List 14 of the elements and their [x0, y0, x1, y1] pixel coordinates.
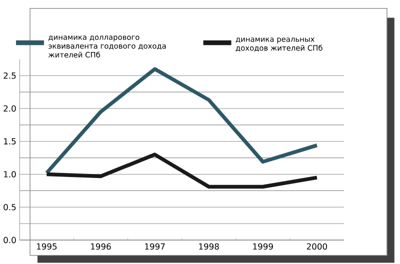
y-tick-label: 0.0: [4, 237, 16, 244]
y-tick-label: 1.5: [4, 138, 16, 145]
x-tick-label: 1996: [91, 243, 111, 250]
x-tick-label: 1995: [36, 243, 57, 250]
y-tick-label: 2.5: [4, 72, 16, 79]
line-series: [44, 67, 319, 175]
x-tick-label: 1999: [253, 243, 273, 250]
x-tick-label: 1997: [145, 243, 165, 250]
line-series: [44, 152, 319, 189]
y-tick-label: 2.0: [4, 105, 16, 112]
x-tick-label: 2000: [306, 243, 328, 250]
x-tick-label: 1998: [199, 243, 219, 250]
y-tick-label: 1.0: [4, 171, 16, 178]
y-tick-label: 0.5: [4, 204, 16, 210]
